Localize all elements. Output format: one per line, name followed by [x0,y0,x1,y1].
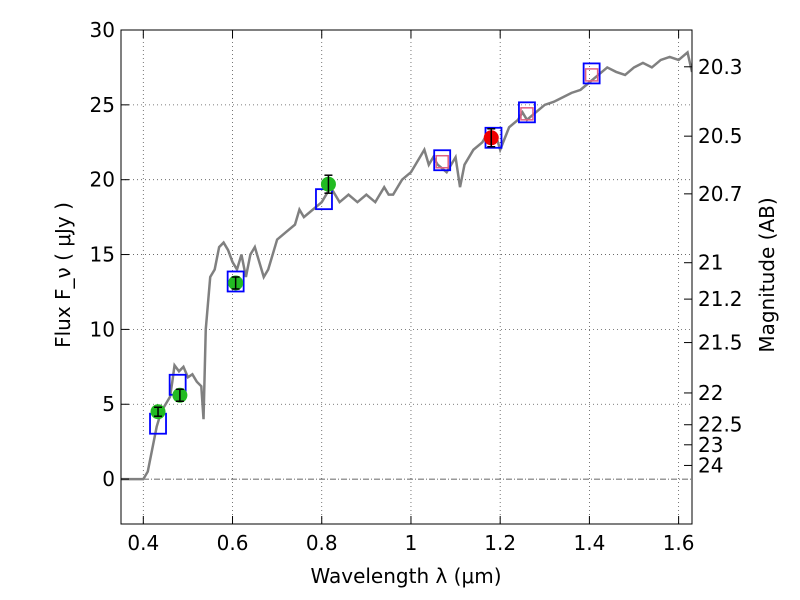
plot-series [121,50,692,481]
y2-tick-label: 21.2 [698,287,743,311]
plot-frame [120,29,693,525]
pink-marker [435,154,449,169]
y2-tick-label: 22 [698,381,723,405]
x-tick-label: 0.8 [306,531,338,555]
y2-axis-title: Magnitude (AB) [755,197,779,352]
y-tick-label: 5 [102,392,115,416]
model-box [582,62,601,85]
y2-tick-label: 23 [698,433,723,457]
x-tick-label: 1.4 [573,531,605,555]
y2-tick-label: 22.5 [698,413,743,437]
y-tick-label: 15 [90,243,115,267]
y2-tick-label: 24 [698,453,723,477]
pink-marker [584,68,599,82]
x-tick-label: 0.4 [127,531,159,555]
axis-ticks: 0.4 0.6 0.8 1 1.2 1.4 1.6 0 5 10 15 20 25 30 20.3 20.5 2… [90,18,743,555]
plot-area [121,50,692,481]
x-tick-label: 1 [405,531,418,555]
y2-tick-label: 20.3 [698,55,743,79]
grid [121,29,692,524]
y2-tick-label: 21.5 [698,331,743,355]
y-tick-label: 0 [102,467,115,491]
model-box [518,101,536,124]
x-tick-label: 1.6 [663,531,695,555]
sed-line [121,50,692,481]
x-tick-label: 0.6 [217,531,249,555]
x-tick-label: 1.2 [484,531,516,555]
y-tick-label: 25 [90,93,115,117]
y2-tick-label: 21 [698,251,723,275]
y-axis-title: Flux F_ν ( μJy ) [51,202,75,348]
pink-marker [520,107,534,121]
y-tick-label: 30 [90,18,115,42]
y-tick-label: 20 [90,168,115,192]
model-box [433,149,452,172]
y-tick-label: 10 [90,317,115,341]
y2-tick-label: 20.5 [698,124,743,148]
x-axis-title: Wavelength λ (μm) [310,564,501,588]
model-box [226,270,245,293]
y2-tick-label: 20.7 [698,182,743,206]
